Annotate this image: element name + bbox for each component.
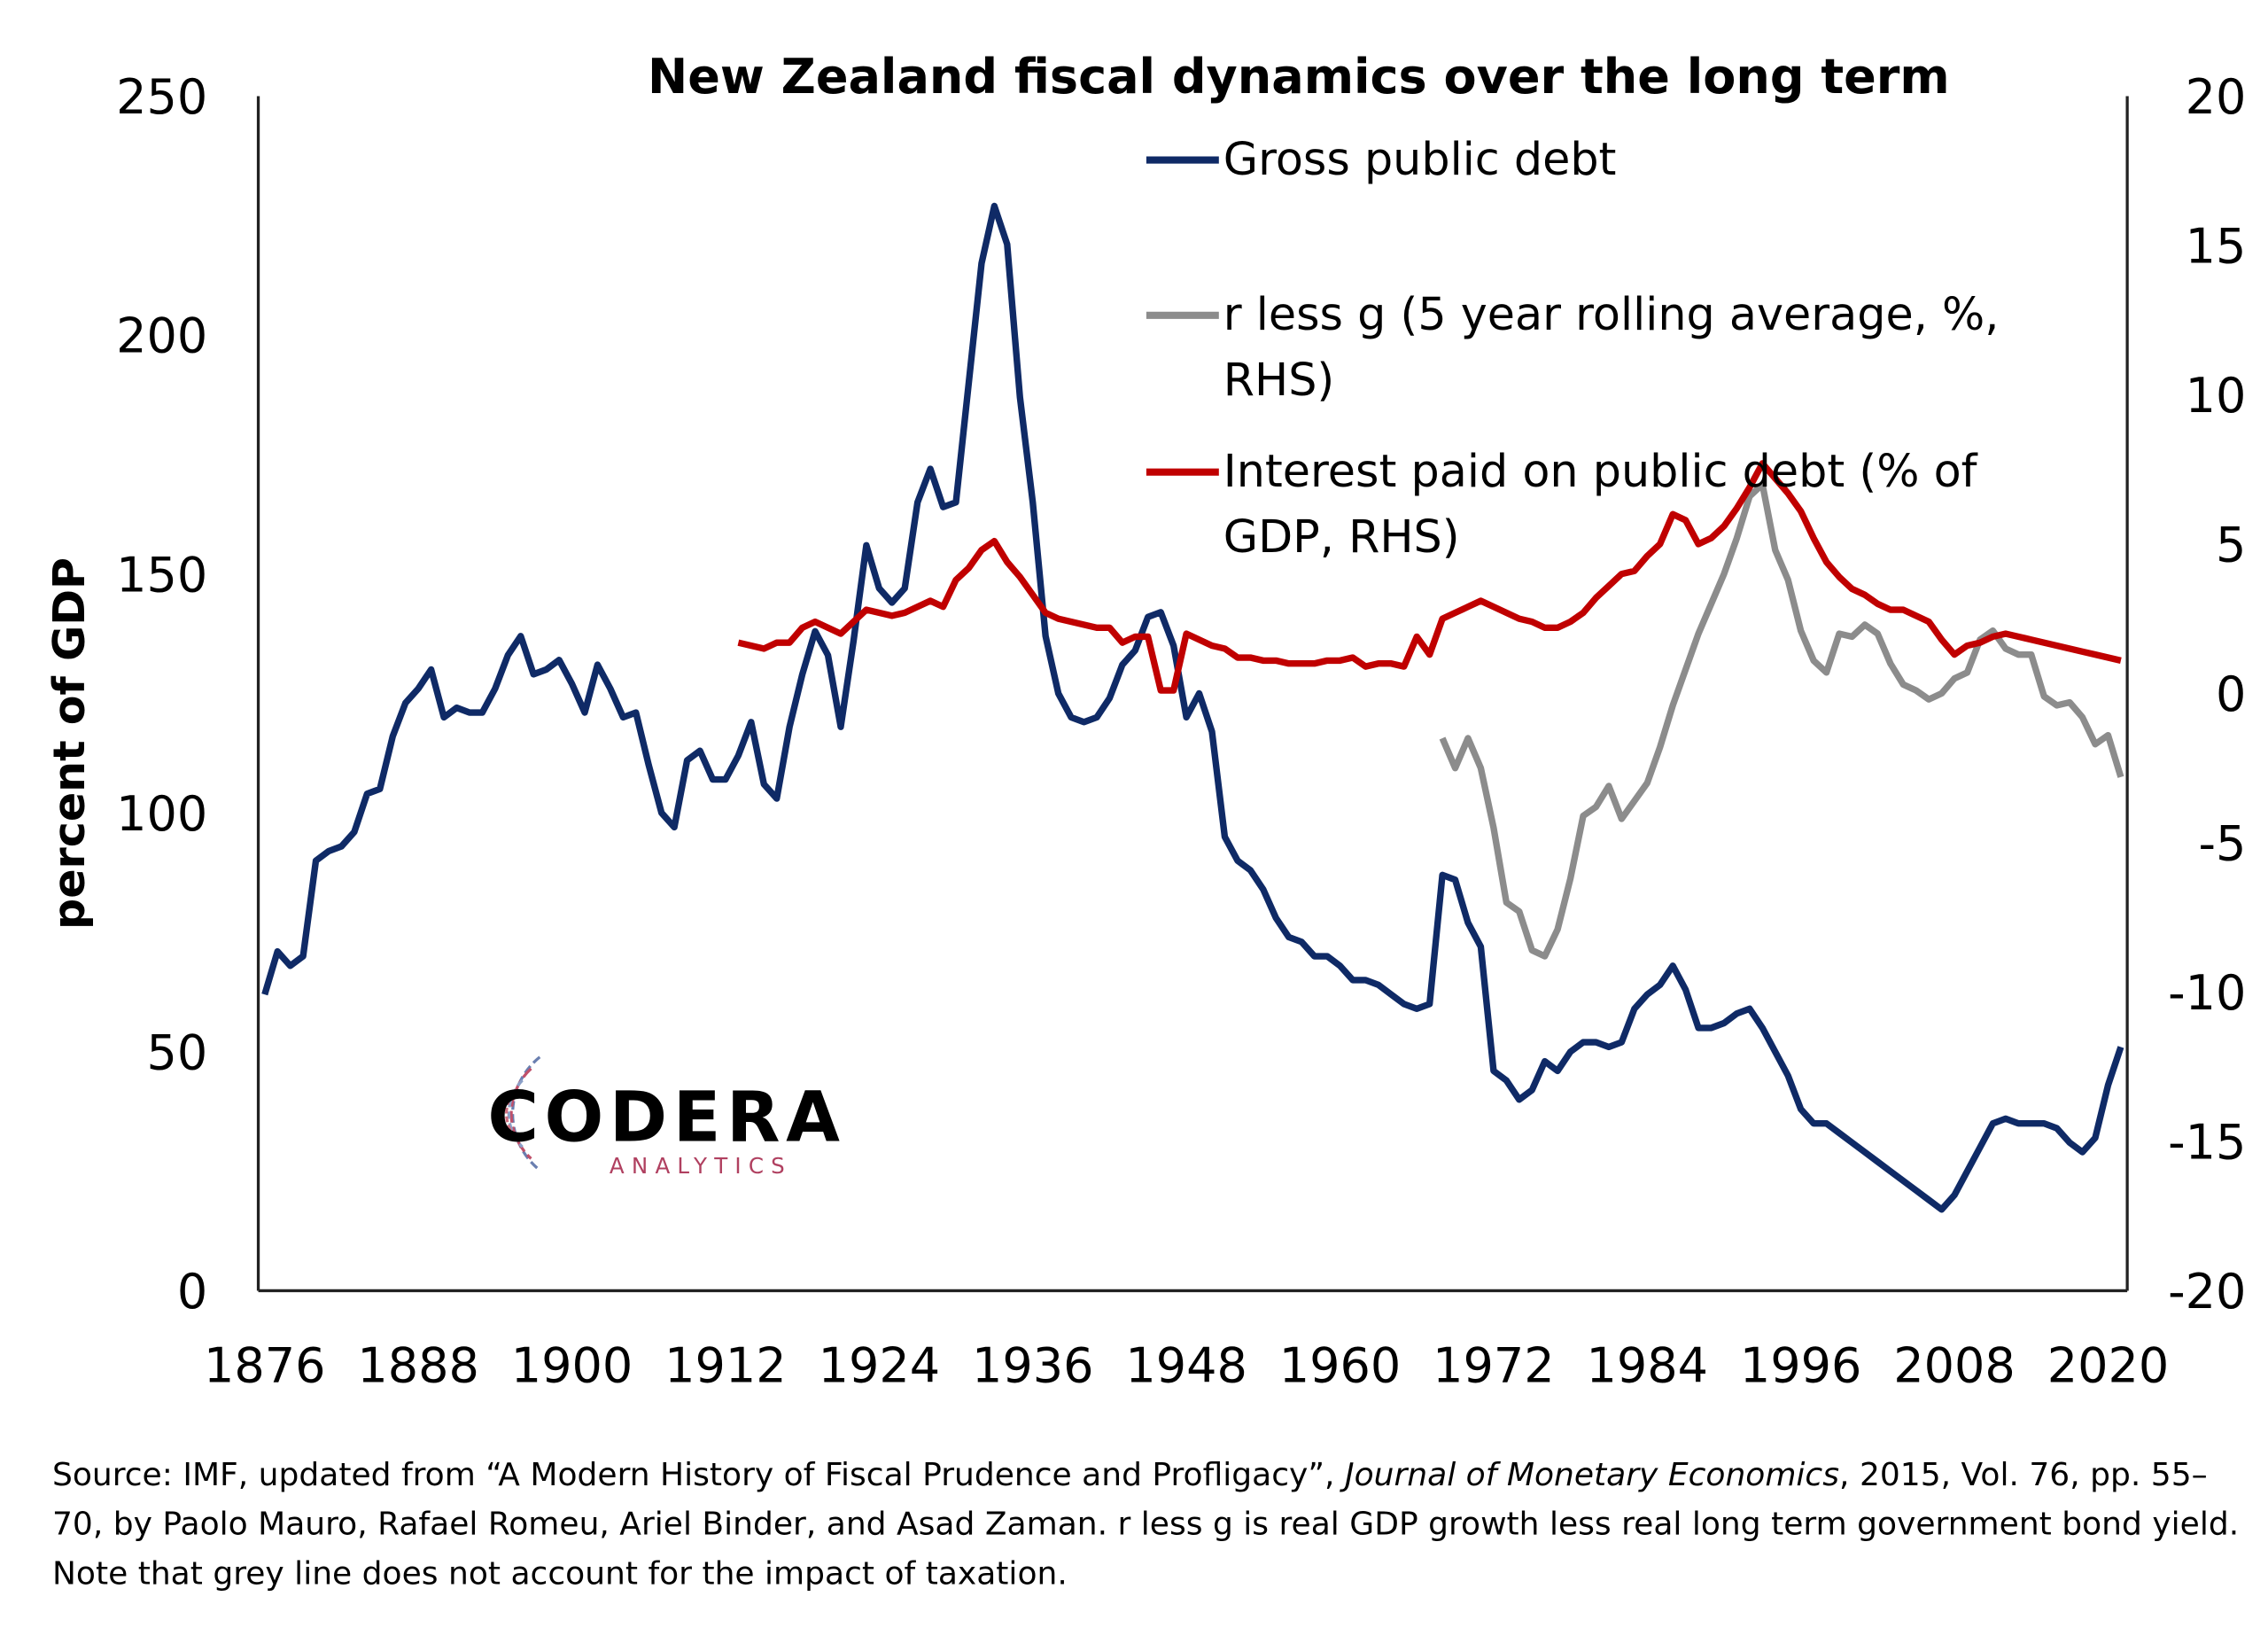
x-tick-label: 1876	[204, 1338, 326, 1394]
y2-tick-label: -20	[2168, 1264, 2246, 1320]
source-box: Source: IMF, updated from “A Modern Hist…	[52, 1452, 2243, 1600]
x-tick-label: 1936	[972, 1338, 1094, 1394]
logo-name: CODERA	[487, 1077, 845, 1158]
x-tick-label: 1888	[357, 1338, 479, 1394]
x-tick-label: 2008	[1893, 1338, 2016, 1394]
series-line	[737, 460, 2122, 694]
source-note: Source: IMF, updated from “A Modern Hist…	[52, 1452, 2243, 1600]
y2-tick-label: 5	[2216, 518, 2246, 573]
source-text: Source: IMF, updated from “A Modern Hist…	[51, 1457, 1345, 1494]
y2-tick-label: -5	[2199, 816, 2247, 872]
y-tick-label: 150	[116, 547, 207, 603]
x-tick-label: 1948	[1125, 1338, 1247, 1394]
y-tick-label: 50	[146, 1024, 207, 1080]
y2-tick-label: 15	[2186, 219, 2247, 275]
legend-label: Interest paid on public debt (% of GDP, …	[1223, 446, 1977, 564]
y-tick-label: 200	[116, 308, 207, 364]
series-line	[261, 202, 2124, 1213]
y2-tick-label: -10	[2168, 965, 2246, 1021]
x-tick-label: 1984	[1587, 1338, 1709, 1394]
y-axis-label: percent of GDP	[43, 557, 95, 930]
y-tick-label: 250	[116, 69, 207, 125]
legend-label: Gross public debt	[1223, 134, 1617, 187]
series-line	[1439, 480, 2124, 960]
legend-item: Gross public debt	[1223, 134, 1617, 187]
x-tick-label: 1972	[1433, 1338, 1555, 1394]
x-tick-label: 1960	[1279, 1338, 1402, 1394]
chart-title: New Zealand fiscal dynamics over the lon…	[648, 49, 1950, 105]
source-journal: Journal of Monetary Economics	[1344, 1457, 1840, 1494]
x-tick-label: 1924	[819, 1338, 941, 1394]
logo-arc	[509, 1067, 532, 1160]
x-tick-label: 2020	[2047, 1338, 2170, 1394]
y2-tick-label: 20	[2186, 69, 2247, 125]
x-tick-label: 1900	[511, 1338, 633, 1394]
legend-item: Interest paid on public debt (% of GDP, …	[1223, 446, 1977, 564]
y2-tick-label: -15	[2168, 1115, 2246, 1171]
source-text: , 2015, Vol. 76, pp. 55–70, by Paolo Mau…	[51, 1457, 2240, 1593]
y-tick-label: 100	[116, 786, 207, 842]
logo-tagline: ANALYTICS	[610, 1153, 792, 1179]
legend-item: r less g (5 year rolling average, %, RHS…	[1223, 289, 2000, 407]
logo: CODERA ANALYTICS	[487, 1055, 845, 1179]
legend-label: r less g (5 year rolling average, %, RHS…	[1223, 289, 2000, 407]
y2-tick-label: 10	[2186, 368, 2247, 424]
logo-arc	[507, 1079, 524, 1149]
x-tick-label: 1912	[664, 1338, 787, 1394]
logo-arc	[511, 1055, 541, 1172]
logo-arc	[504, 1091, 516, 1137]
y-tick-label: 0	[177, 1264, 207, 1320]
y2-tick-label: 0	[2216, 666, 2246, 722]
x-tick-label: 1996	[1740, 1338, 1862, 1394]
